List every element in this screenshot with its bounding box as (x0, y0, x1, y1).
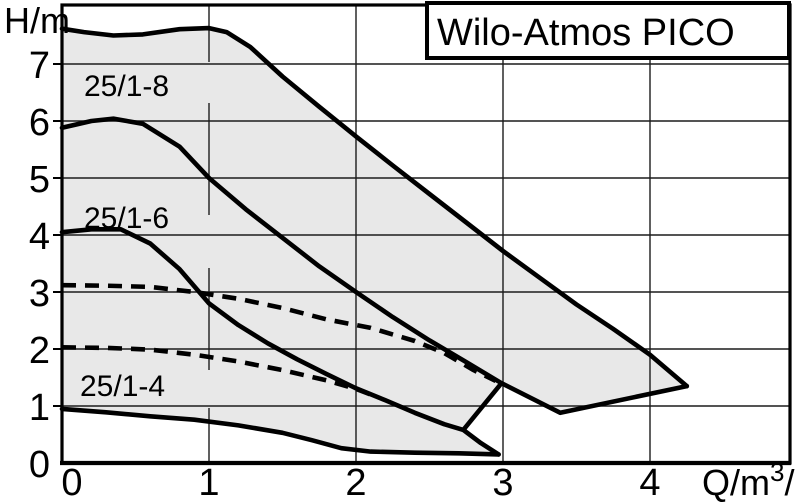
x-tick-labels: 0 1 2 3 4 (61, 462, 660, 502)
title-box: Wilo-Atmos PICO (425, 1, 791, 60)
x-axis-label-rest: /h (784, 462, 797, 502)
y-tick-0: 0 (29, 444, 50, 486)
operating-field-region (62, 28, 687, 455)
curve-25-1-8-max-curve (59, 25, 690, 389)
x-axis-label: Q/m3/h (702, 457, 797, 502)
y-tick-labels: 0 1 2 3 4 5 6 7 (29, 45, 50, 486)
y-tick-3: 3 (29, 273, 50, 315)
curve-25-1-6-max-curve (59, 116, 504, 386)
y-tick-6: 6 (29, 102, 50, 144)
curve-label-25-1-8: 25/1-8 (84, 70, 169, 103)
pump-curves (59, 25, 690, 457)
curve-setting-curve-lower (61, 345, 375, 398)
curve-25-1-4-min-curve (59, 406, 501, 457)
operating-field-polygon (62, 28, 687, 455)
x-tick-0: 0 (61, 462, 82, 502)
curve-setting-curve-upper (61, 282, 497, 383)
y-tick-7: 7 (29, 45, 50, 87)
curve-25-1-4-max-curve (59, 227, 501, 457)
y-tick-1: 1 (29, 387, 50, 429)
x-tick-2: 2 (345, 462, 366, 502)
curve-25-1-6-field-right-boundary (461, 380, 504, 433)
curve-label-25-1-6: 25/1-6 (84, 202, 169, 235)
y-tick-4: 4 (29, 216, 50, 258)
x-axis-label-base: Q/m (702, 462, 770, 502)
y-tick-2: 2 (29, 330, 50, 372)
curve-25-1-8-field-lower-boundary (499, 380, 690, 416)
gridlines (62, 5, 790, 463)
y-axis-label: H/m (4, 0, 70, 41)
x-tick-3: 3 (492, 462, 513, 502)
chart-title: Wilo-Atmos PICO (437, 12, 735, 54)
x-axis-label-superscript: 3 (770, 457, 784, 487)
x-tick-4: 4 (639, 462, 660, 502)
x-tick-1: 1 (198, 462, 219, 502)
title-box-frame (425, 1, 791, 60)
curve-labels: 25/1-8 25/1-6 25/1-4 (80, 70, 169, 403)
y-tick-5: 5 (29, 159, 50, 201)
curve-label-25-1-4: 25/1-4 (80, 370, 165, 403)
